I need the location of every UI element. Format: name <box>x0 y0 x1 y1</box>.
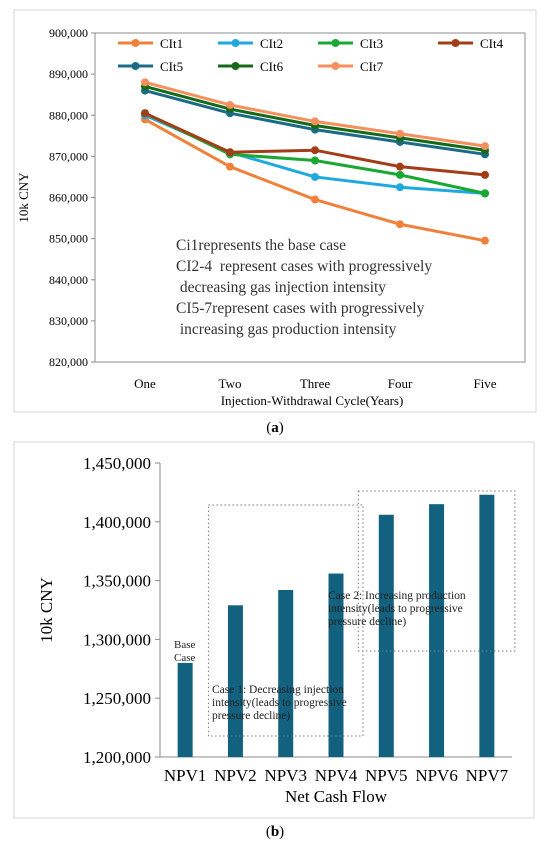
legend-label-cit7: CIt7 <box>360 59 384 74</box>
y-axis-label: 10k CNY <box>37 577 56 643</box>
case-2-annotation: Case 2: Increasing production <box>328 590 466 602</box>
annotation-line: Ci1represents the base case <box>176 237 346 254</box>
y-tick-label: 1,200,000 <box>83 748 151 767</box>
case-2-annotation: intensity(leads to progressive <box>328 603 463 615</box>
data-point-cit3 <box>396 170 404 179</box>
y-tick-label: 880,000 <box>49 108 88 122</box>
legend-label-cit1: CIt1 <box>160 36 183 51</box>
data-point-cit1 <box>481 236 489 245</box>
x-tick-label: NPV6 <box>415 766 458 785</box>
x-tick-label: NPV2 <box>214 766 257 785</box>
y-tick-label: 850,000 <box>49 232 88 246</box>
legend-marker-cit4 <box>451 39 460 47</box>
chart-a-panel: 820,000 830,000 840,000 850,000 860,000 870,0… <box>0 0 550 420</box>
legend-label-cit6: CIt6 <box>260 59 284 74</box>
data-point-cit1 <box>396 220 404 229</box>
x-tick-label: NPV7 <box>466 766 509 785</box>
data-point-cit4 <box>141 109 149 118</box>
chart-a-frame <box>13 9 537 413</box>
bar-npv7 <box>479 494 495 757</box>
x-tick-label: Five <box>473 376 496 391</box>
legend-label-cit3: CIt3 <box>360 36 383 51</box>
data-point-cit7 <box>226 100 234 109</box>
x-axis-label: Injection-Withdrawal Cycle(Years) <box>221 393 404 408</box>
y-tick-label: 1,300,000 <box>83 630 151 649</box>
x-tick-label: Three <box>300 376 331 391</box>
y-tick-label: 830,000 <box>49 314 88 328</box>
y-tick-label: 900,000 <box>49 26 88 40</box>
legend-marker-cit2 <box>231 39 240 47</box>
case-1-annotation: pressure decline) <box>212 710 290 722</box>
y-tick-label: 860,000 <box>49 191 88 205</box>
legend-label-cit2: CIt2 <box>260 36 283 51</box>
data-point-cit3 <box>311 156 319 165</box>
case-2-group-box <box>357 490 516 652</box>
y-tick-label: 870,000 <box>49 149 88 163</box>
base-case-label: Base <box>174 639 196 651</box>
data-point-cit2 <box>396 183 404 192</box>
data-point-cit7 <box>396 129 404 138</box>
legend-marker-cit7 <box>331 62 340 70</box>
y-tick-label: 1,450,000 <box>83 454 151 473</box>
x-tick-label: NPV4 <box>315 766 358 785</box>
chart-b-frame <box>13 441 535 819</box>
legend-marker-cit5 <box>131 62 140 70</box>
x-tick-label: NPV3 <box>264 766 307 785</box>
data-point-cit4 <box>396 162 404 171</box>
chart-a-caption: (a) <box>266 420 284 436</box>
data-point-cit1 <box>226 162 234 171</box>
data-point-cit4 <box>311 146 319 155</box>
data-point-cit2 <box>311 172 319 181</box>
chart-b-panel: 1,200,000 1,250,000 1,300,000 1,350,000 1,40… <box>0 438 550 823</box>
bar-npv5 <box>378 514 394 757</box>
x-tick-label: Two <box>219 376 242 391</box>
data-point-cit3 <box>481 189 489 198</box>
x-tick-label: NPV1 <box>164 766 207 785</box>
base-case-label: Case <box>174 652 196 664</box>
legend-label-cit4: CIt4 <box>480 36 504 51</box>
annotation-line: CI5-7represent cases with progressively <box>176 300 425 317</box>
x-tick-label: One <box>134 376 156 391</box>
y-tick-label: 1,350,000 <box>83 572 151 591</box>
case-1-annotation: Case 1: Decreasing injection <box>212 684 344 696</box>
y-tick-label: 820,000 <box>49 355 88 369</box>
bar-npv2 <box>227 605 243 757</box>
annotation-line: decreasing gas injection intensity <box>176 279 386 296</box>
y-tick-label: 1,250,000 <box>83 689 151 708</box>
legend-label-cit5: CIt5 <box>160 59 183 74</box>
case-1-annotation: intensity(leads to progressive <box>212 697 347 709</box>
case-2-annotation: pressure decline) <box>328 616 406 628</box>
chart-a: 820,000 830,000 840,000 850,000 860,000 870,0… <box>13 9 537 413</box>
bar-npv4 <box>328 573 344 757</box>
annotation-line: increasing gas production intensity <box>176 321 397 338</box>
legend-marker-cit6 <box>231 62 240 70</box>
legend-marker-cit3 <box>331 39 340 47</box>
bar-npv6 <box>429 504 445 757</box>
y-tick-label: 1,400,000 <box>83 513 151 532</box>
x-axis-label: Net Cash Flow <box>285 787 388 806</box>
data-point-cit7 <box>481 142 489 151</box>
case-1-group-box <box>207 504 364 737</box>
chart-b: 1,200,000 1,250,000 1,300,000 1,350,000 1,40… <box>13 441 535 819</box>
data-point-cit4 <box>226 148 234 157</box>
x-tick-label: Four <box>388 376 413 391</box>
y-tick-label: 840,000 <box>49 273 88 287</box>
y-axis-label: 10k CNY <box>16 172 31 223</box>
annotation-line: CI2-4 represent cases with progressively <box>176 258 432 275</box>
x-tick-label: NPV5 <box>365 766 408 785</box>
data-point-cit7 <box>311 117 319 126</box>
data-point-cit7 <box>141 78 149 87</box>
y-tick-label: 890,000 <box>49 67 88 81</box>
data-point-cit1 <box>311 195 319 204</box>
data-point-cit4 <box>481 170 489 179</box>
legend-marker-cit1 <box>131 39 140 47</box>
bar-npv3 <box>278 590 294 757</box>
bar-npv1 <box>177 662 193 757</box>
chart-b-caption: (b) <box>265 824 285 840</box>
